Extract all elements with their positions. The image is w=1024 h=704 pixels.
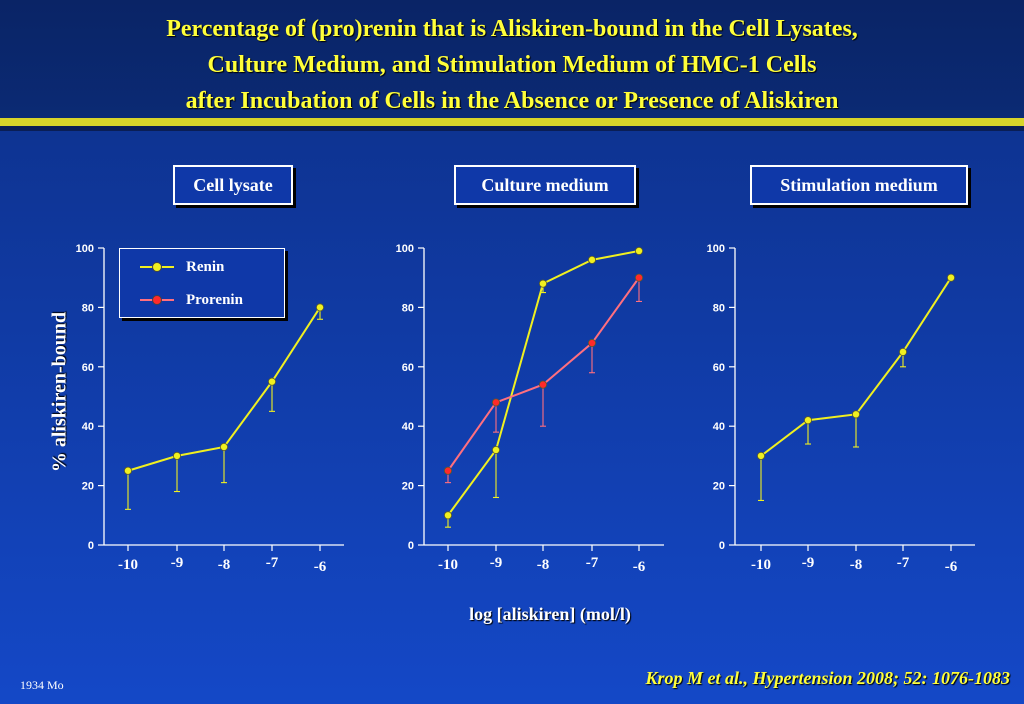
panel-3-y-tick-label: 100	[707, 243, 725, 255]
panel-2-y-tick-label: 80	[402, 302, 414, 314]
panel-2-y-tick-label: 100	[396, 243, 414, 255]
panel-3-x-tick-label: -7	[897, 555, 910, 571]
panel-1-y-tick-label: 100	[76, 243, 94, 255]
panel-1-y-tick-label: 60	[82, 362, 94, 374]
panel-2-renin-point	[635, 246, 644, 255]
panel-3-y-tick-label: 60	[713, 362, 725, 374]
panel-1-x-tick-label: -10	[118, 557, 138, 573]
legend-marker-prorenin	[152, 295, 162, 305]
panel-1-x-tick-label: -6	[314, 559, 327, 575]
legend-label-renin: Renin	[186, 259, 225, 275]
panel-1-x-tick-label: -9	[171, 555, 184, 571]
title-line-1: Percentage of (pro)renin that is Aliskir…	[166, 16, 858, 42]
panel-2-x-tick-label: -6	[633, 559, 646, 575]
panel-2-y-tick-label: 40	[402, 421, 414, 433]
panel-2-prorenin-point	[588, 339, 597, 348]
panel-2-renin-point	[443, 511, 452, 520]
panel-2-x-tick-label: -7	[586, 555, 599, 571]
panel-2-y-tick-label: 0	[408, 540, 414, 552]
panel-3-x-tick-label: -9	[802, 555, 815, 571]
panel-1-y-tick-label: 80	[82, 302, 94, 314]
legend-item-renin: Renin	[120, 257, 284, 277]
panel-3-x-tick-label: -8	[850, 557, 863, 573]
panel-3-renin-point	[852, 410, 861, 419]
panel-2-x-tick-label: -8	[537, 557, 550, 573]
panel-title-stimulation-medium: Stimulation medium	[750, 165, 968, 205]
panel-1-renin-point	[124, 466, 133, 475]
panel-1-x-tick-label: -7	[266, 555, 279, 571]
panel-1-y-tick-label: 0	[88, 540, 94, 552]
panel-2-prorenin-point	[491, 398, 500, 407]
panel-3-x-tick-label: -6	[945, 559, 958, 575]
panel-3-renin-point	[804, 416, 813, 425]
slide-code: 1934 Mo	[20, 678, 64, 692]
header-bar: Percentage of (pro)renin that is Aliskir…	[0, 0, 1024, 118]
header-rule	[0, 118, 1024, 126]
panel-2-y-tick-label: 20	[402, 481, 414, 493]
panel-3-renin-point	[757, 451, 766, 460]
panel-2-x-tick-label: -10	[438, 557, 458, 573]
legend-label-prorenin: Prorenin	[186, 292, 243, 308]
panel-3-y-tick-label: 0	[719, 540, 725, 552]
panel-1-x-tick-label: -8	[218, 557, 231, 573]
panel-title-culture-medium: Culture medium	[454, 165, 636, 205]
legend-marker-renin	[152, 262, 162, 272]
panel-3-renin-point	[947, 273, 956, 282]
panel-3-renin-point	[899, 347, 908, 356]
panel-3-y-tick-label: 20	[713, 481, 725, 493]
panel-3-y-tick-label: 80	[713, 302, 725, 314]
y-axis-label: % aliskiren-bound	[48, 311, 71, 473]
panel-2-prorenin-point	[443, 466, 452, 475]
panel-3-y-tick-label: 40	[713, 421, 725, 433]
header-rule-shadow	[0, 126, 1024, 131]
panel-2-y-tick-label: 60	[402, 362, 414, 374]
panel-1-renin-point	[267, 377, 276, 386]
panel-2-prorenin-line	[447, 277, 640, 472]
panel-1-renin-point	[219, 442, 228, 451]
panel-1-renin-point	[172, 451, 181, 460]
panel-1-y-tick-label: 40	[82, 421, 94, 433]
panel-2-x-tick-label: -9	[490, 555, 503, 571]
panel-1-y-tick-label: 20	[82, 481, 94, 493]
panel-2-renin-point	[491, 445, 500, 454]
panel-2-renin-point	[539, 279, 548, 288]
panel-2-prorenin-point	[539, 380, 548, 389]
title-line-3: after Incubation of Cells in the Absence…	[185, 88, 839, 114]
panel-2-renin-point	[588, 255, 597, 264]
panel-title-cell-lysate: Cell lysate	[173, 165, 293, 205]
citation: Krop M et al., Hypertension 2008; 52: 10…	[645, 668, 1011, 688]
x-axis-label: log [aliskiren] (mol/l)	[469, 604, 631, 624]
panel-1-renin-point	[315, 303, 324, 312]
title-line-2: Culture Medium, and Stimulation Medium o…	[207, 52, 817, 78]
panel-3-x-tick-label: -10	[751, 557, 771, 573]
panel-2-prorenin-point	[635, 273, 644, 282]
legend-item-prorenin: Prorenin	[120, 290, 284, 310]
legend: Renin Prorenin	[119, 248, 285, 318]
